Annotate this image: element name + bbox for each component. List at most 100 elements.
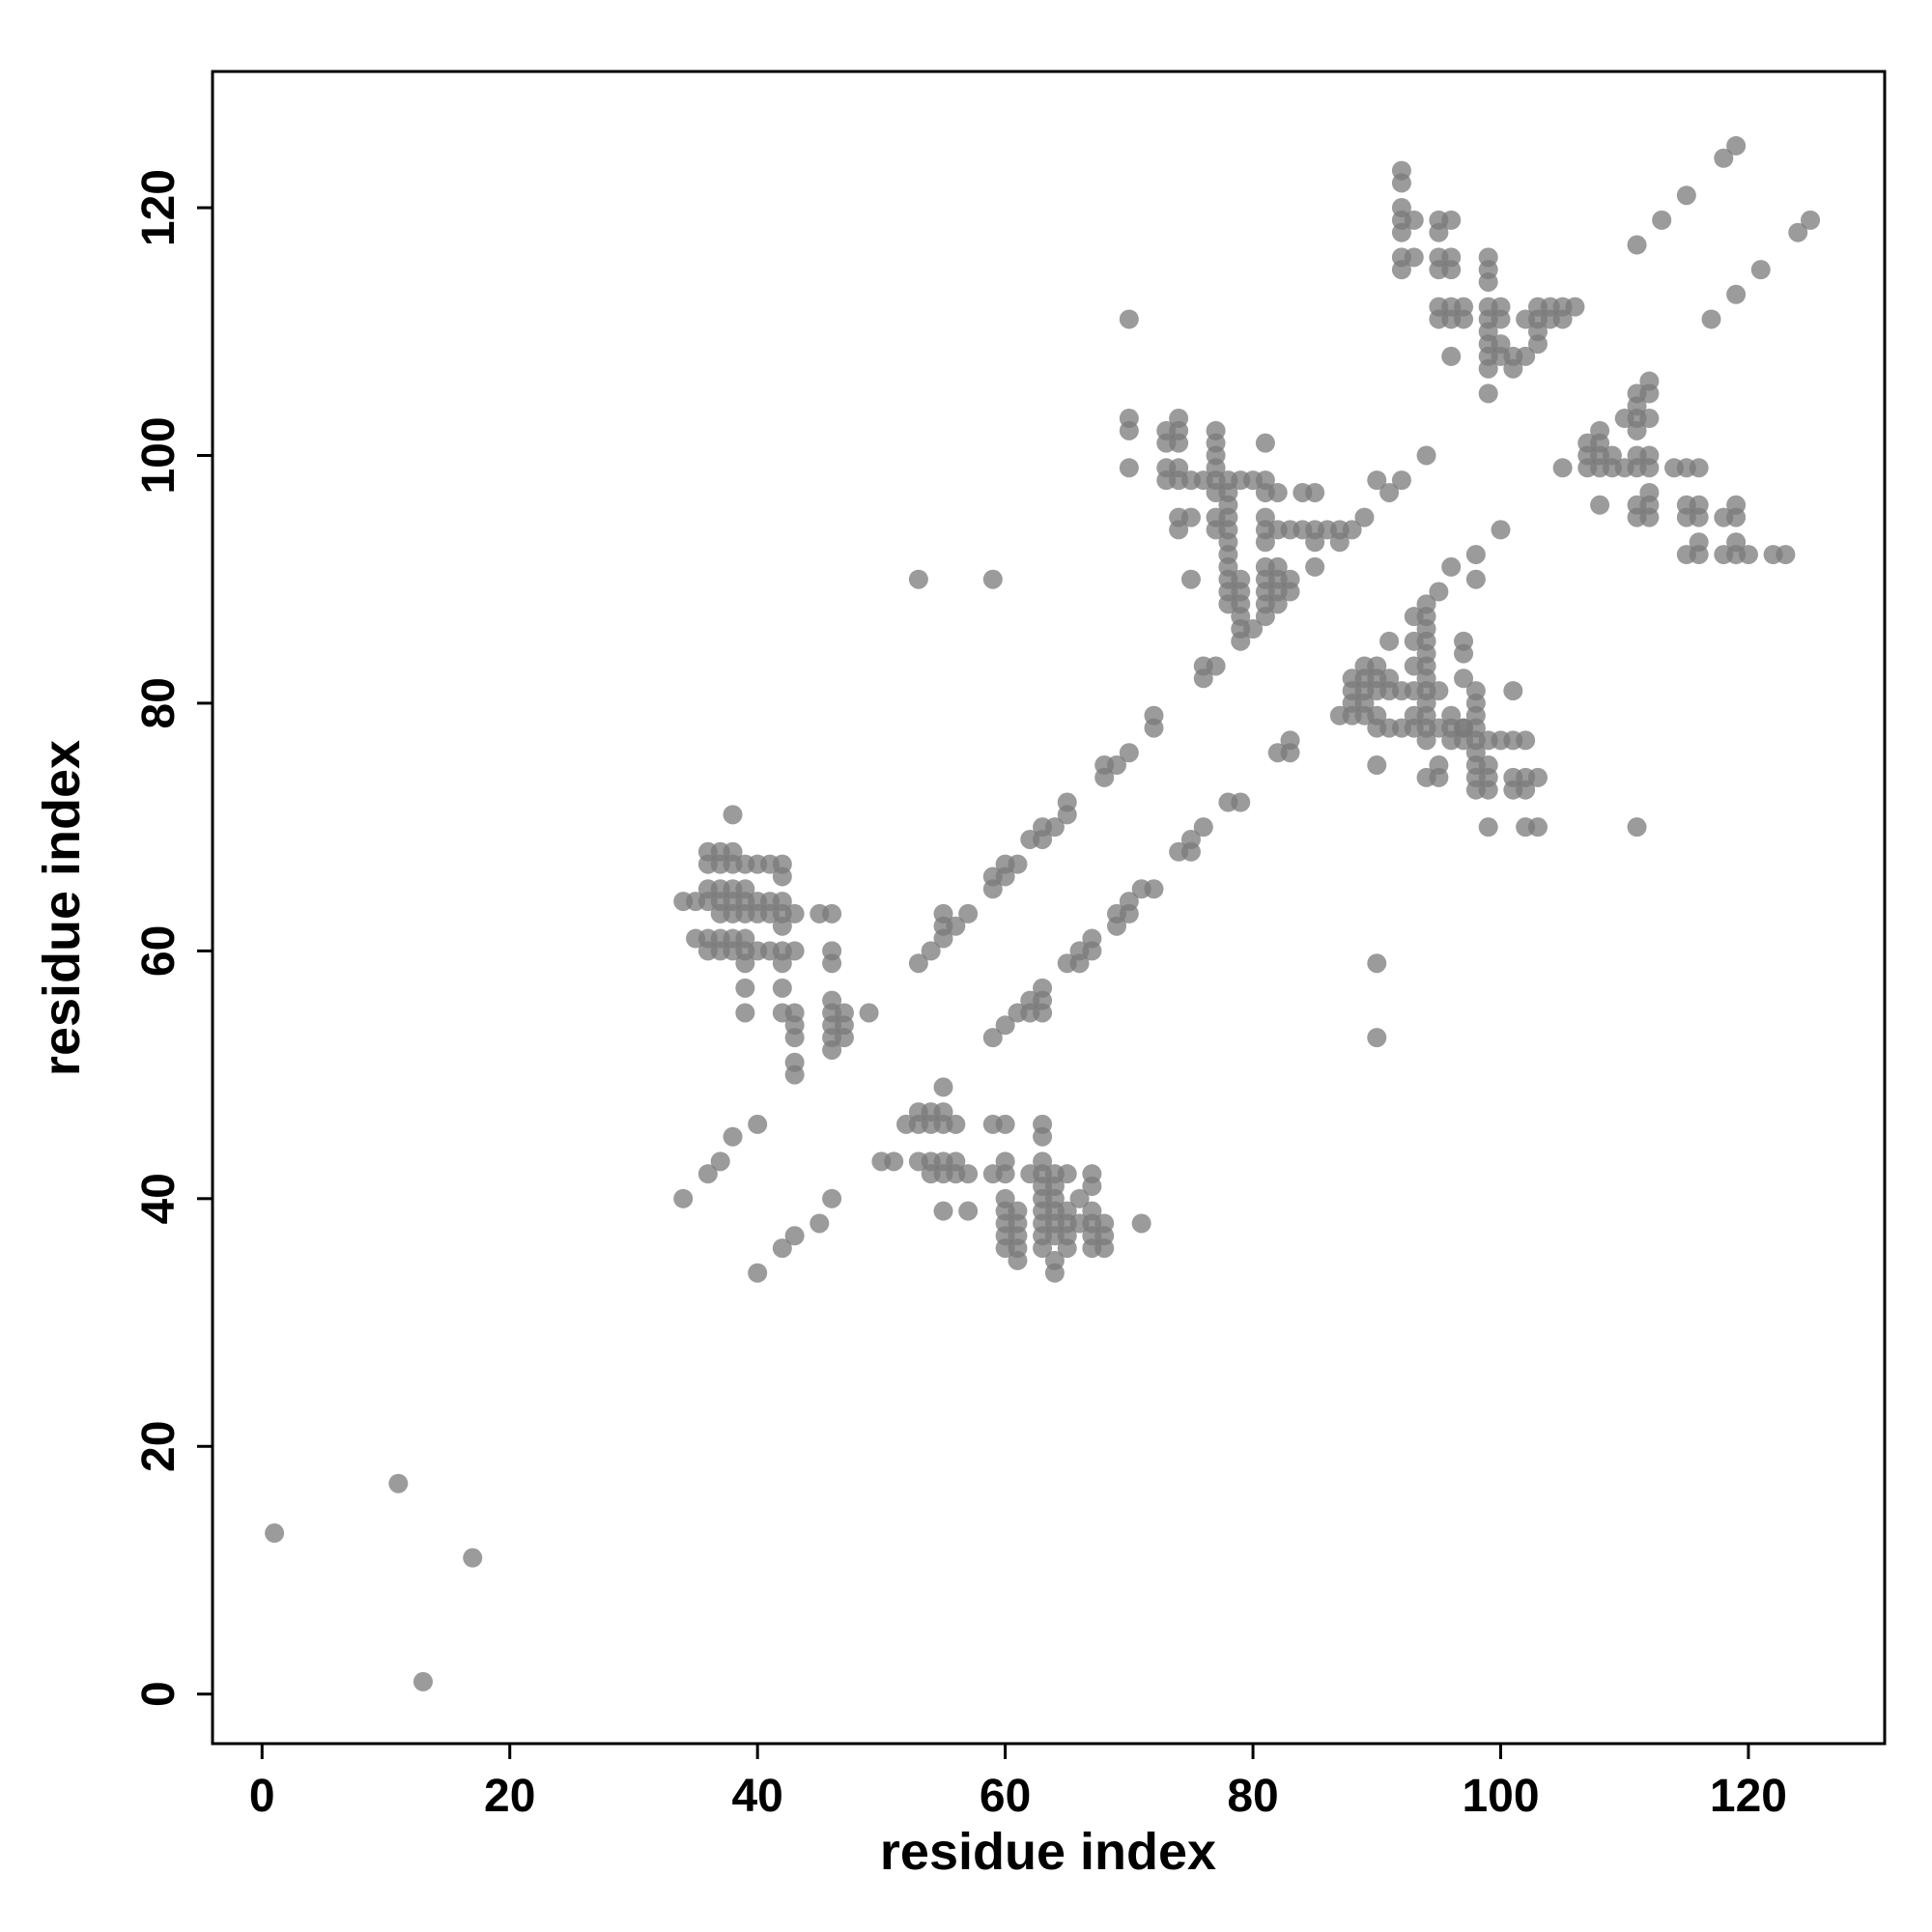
point (1639, 384, 1660, 404)
point (1726, 507, 1747, 527)
point (1008, 854, 1028, 874)
point (1416, 730, 1436, 751)
point (1057, 1238, 1077, 1259)
point (933, 1102, 953, 1122)
point (1255, 532, 1275, 553)
point (1726, 284, 1747, 304)
point (1404, 247, 1424, 268)
point (1429, 222, 1449, 242)
y-tick-label: 80 (133, 677, 185, 728)
point (1503, 358, 1523, 379)
point (1280, 730, 1300, 751)
point (1527, 334, 1548, 355)
point (1441, 705, 1462, 725)
point (772, 1238, 792, 1259)
plot-frame (211, 70, 1887, 1746)
point (1367, 755, 1387, 776)
point (1119, 420, 1139, 440)
point (784, 1028, 805, 1048)
point (1776, 545, 1796, 565)
point (1639, 458, 1660, 478)
y-axis-title: residue index (33, 740, 91, 1076)
point (1169, 520, 1189, 540)
point (1701, 309, 1721, 329)
point (1454, 643, 1474, 664)
point (1094, 1238, 1115, 1259)
point (834, 1028, 854, 1048)
point (265, 1523, 285, 1544)
point (1057, 1164, 1077, 1184)
point (1367, 953, 1387, 974)
point (1033, 1238, 1053, 1259)
x-tick-label: 120 (1710, 1771, 1787, 1822)
point (735, 978, 755, 998)
point (1391, 470, 1411, 491)
point (748, 1263, 768, 1283)
point (1429, 767, 1449, 787)
point (784, 903, 805, 923)
point (1416, 445, 1436, 466)
y-tick-label: 40 (133, 1173, 185, 1224)
x-tick-label: 40 (731, 1771, 782, 1822)
point (748, 1114, 768, 1134)
point (921, 941, 941, 961)
point (1379, 482, 1400, 502)
point (1689, 458, 1709, 478)
point (1379, 668, 1400, 689)
point (1255, 433, 1275, 453)
point (1454, 668, 1474, 689)
point (1478, 271, 1498, 292)
point (1119, 743, 1139, 763)
point (1119, 309, 1139, 329)
point (1107, 755, 1127, 776)
point (1033, 1126, 1053, 1147)
point (1057, 792, 1077, 812)
y-tick-label: 100 (133, 416, 185, 494)
point (772, 867, 792, 887)
x-tick-label: 20 (484, 1771, 535, 1822)
point (1119, 892, 1139, 912)
x-tick-label: 60 (980, 1771, 1031, 1822)
point (1267, 482, 1288, 502)
point (1627, 235, 1647, 255)
point (1044, 817, 1065, 838)
point (1119, 458, 1139, 478)
point (1193, 817, 1213, 838)
point (958, 1164, 979, 1184)
point (1379, 631, 1400, 651)
point (1676, 185, 1696, 206)
y-tick-label: 60 (133, 925, 185, 977)
point (1429, 681, 1449, 701)
point (1180, 507, 1201, 527)
point (1527, 817, 1548, 838)
point (1478, 384, 1498, 404)
point (1788, 222, 1808, 242)
point (1180, 569, 1201, 589)
point (1169, 433, 1189, 453)
y-tick-label: 20 (133, 1421, 185, 1472)
point (995, 1164, 1015, 1184)
point (995, 1015, 1015, 1036)
x-tick-label: 0 (249, 1771, 275, 1822)
point (697, 1164, 718, 1184)
point (1391, 222, 1411, 242)
point (772, 953, 792, 974)
point (1367, 656, 1387, 676)
x-tick-label: 80 (1227, 1771, 1278, 1822)
point (1738, 545, 1758, 565)
y-tick-label: 120 (133, 169, 185, 246)
point (388, 1473, 409, 1493)
point (810, 1213, 830, 1234)
point (1144, 879, 1164, 899)
point (784, 1226, 805, 1246)
point (1465, 545, 1486, 565)
y-tick-label: 0 (133, 1681, 185, 1707)
point (1441, 556, 1462, 577)
point (772, 978, 792, 998)
point (1590, 420, 1610, 440)
point (1231, 631, 1251, 651)
point (463, 1548, 483, 1568)
point (1082, 928, 1102, 949)
point (735, 1003, 755, 1023)
